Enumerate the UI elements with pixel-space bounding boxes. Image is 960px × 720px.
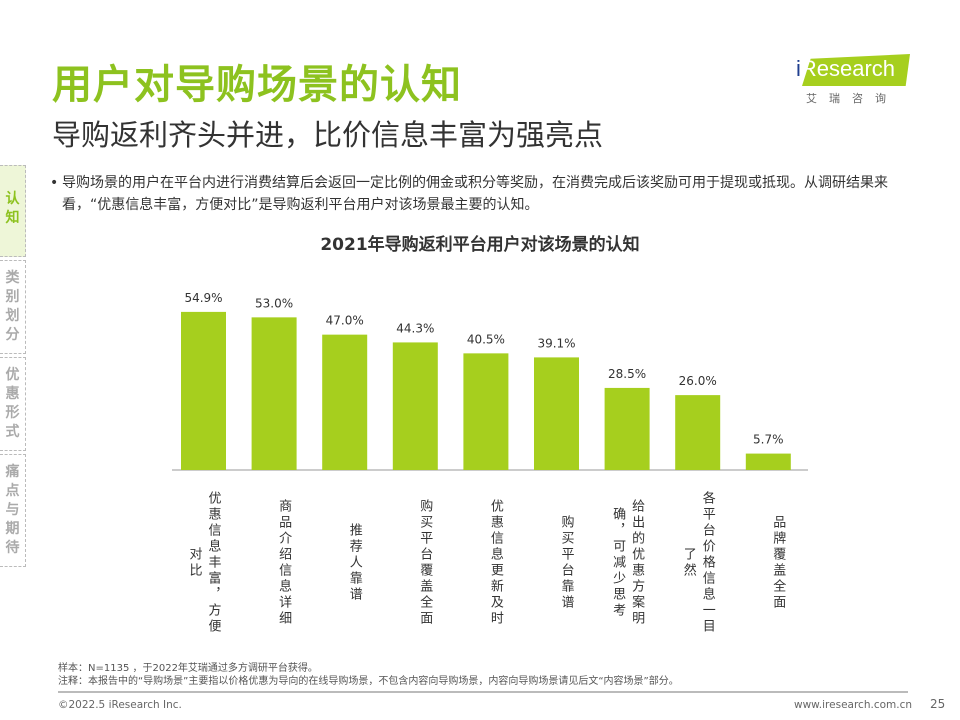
data-label: 5.7% [753, 433, 784, 447]
data-label: 39.1% [537, 336, 575, 350]
category-label: 给出的优惠方案明确，可减少思考 [610, 499, 645, 627]
sidebar-item-discount-form[interactable]: 优惠形式 [0, 357, 26, 451]
data-label: 28.5% [608, 367, 646, 381]
chart-title: 2021年导购返利平台用户对该场景的认知 [320, 235, 640, 255]
iresearch-logo: iResearch 艾瑞咨询 [792, 50, 912, 110]
bar [392, 342, 438, 470]
data-label: 53.0% [255, 296, 293, 310]
page-number: 25 [930, 697, 946, 711]
bar [463, 353, 509, 470]
data-label: 26.0% [679, 374, 717, 388]
bullet-text-block: • 导购场景的用户在平台内进行消费结算后会返回一定比例的佣金或积分等奖励，在消费完… [50, 175, 888, 213]
category-label: 商品介绍信息详细 [276, 499, 292, 627]
category-label: 推荐人靠谱 [346, 523, 362, 603]
page-subtitle: 导购返利齐头并进，比价信息丰富为强亮点 [52, 118, 604, 152]
bullet-text: 导购场景的用户在平台内进行消费结算后会返回一定比例的佣金或积分等奖励，在消费完成… [62, 175, 888, 213]
section-sidebar: 认知 类别划分 优惠形式 痛点与期待 [0, 165, 26, 570]
category-label: 优惠信息更新及时 [487, 499, 503, 627]
category-label: 品牌覆盖全面 [770, 515, 786, 611]
sidebar-item-category[interactable]: 类别划分 [0, 260, 26, 354]
data-label: 44.3% [396, 321, 434, 335]
sidebar-item-pain-points[interactable]: 痛点与期待 [0, 454, 26, 567]
bar [675, 395, 721, 470]
data-label: 47.0% [326, 314, 364, 328]
sample-note: 样本：N=1135 ，于2022年艾瑞通过多方调研平台获得。 [58, 663, 318, 674]
bar [745, 453, 791, 470]
category-label: 购买平台靠谱 [558, 515, 574, 611]
category-label: 优惠信息丰富，方便对比 [186, 491, 221, 635]
website-link[interactable]: www.iresearch.com.cn [794, 699, 913, 711]
bar [604, 387, 650, 470]
page-title: 用户对导购场景的认知 [52, 62, 462, 108]
bar [322, 334, 368, 470]
data-label: 40.5% [467, 332, 505, 346]
footer-divider [58, 691, 908, 693]
sidebar-item-cognition[interactable]: 认知 [0, 165, 26, 257]
bar [534, 357, 579, 470]
logo-cn: 艾瑞咨询 [806, 92, 898, 105]
data-label: 54.9% [184, 291, 222, 305]
bar [251, 317, 297, 470]
category-label: 购买平台覆盖全面 [417, 499, 433, 627]
annotation-note: 注释：本报告中的“导购场景”主要指以价格优惠为导向的在线导购场景，不包含内容向导… [58, 676, 679, 687]
footnotes: 样本：N=1135 ，于2022年艾瑞通过多方调研平台获得。 注释：本报告中的“… [58, 662, 679, 688]
copyright: ©2022.5 iResearch Inc. [58, 699, 182, 711]
category-label: 各平台价格信息一目了然 [680, 491, 715, 635]
bar [181, 311, 226, 470]
